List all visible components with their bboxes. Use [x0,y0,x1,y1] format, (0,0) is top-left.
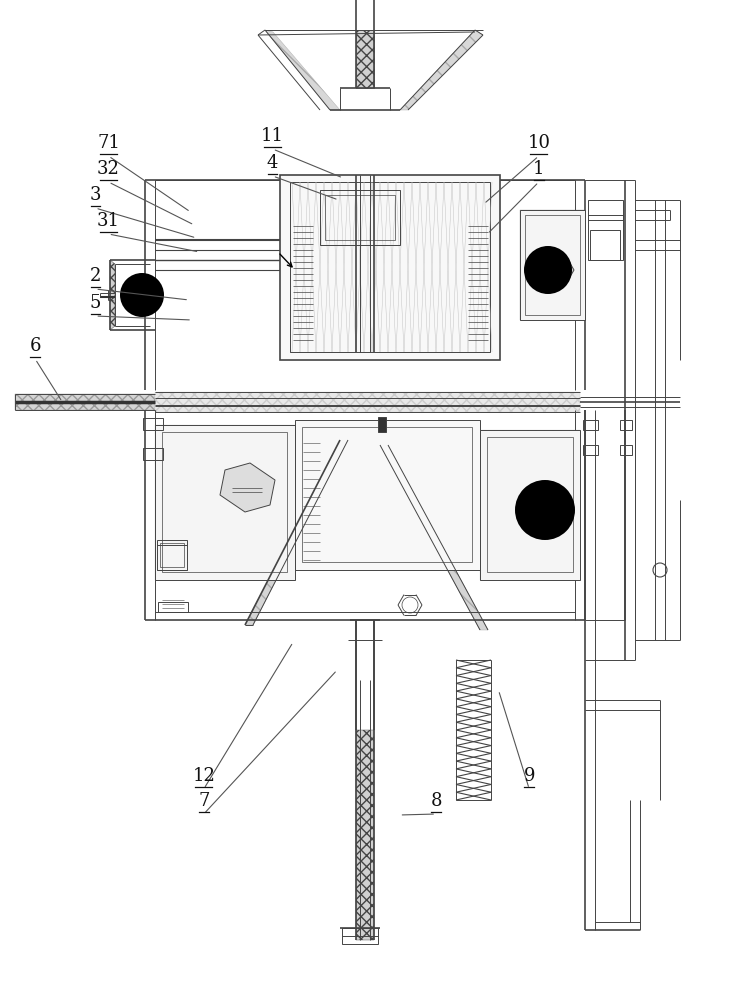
Text: 1: 1 [533,160,545,178]
Text: 11: 11 [261,127,284,145]
Bar [342,928,378,944]
Bar [302,427,472,562]
Polygon shape [245,440,348,625]
Bar [588,215,623,260]
Polygon shape [155,392,580,412]
Text: 2: 2 [89,267,101,285]
Bar [157,540,187,570]
Text: 8: 8 [430,792,442,810]
Polygon shape [155,425,295,580]
Bar [588,200,623,220]
Bar [620,420,632,430]
Text: 3: 3 [89,186,101,204]
Text: 31: 31 [97,212,120,230]
Text: 12: 12 [192,767,216,785]
Bar [620,445,632,455]
Polygon shape [356,730,374,940]
Bar [320,190,400,245]
Polygon shape [400,30,483,110]
Bar [480,430,580,580]
Polygon shape [110,260,115,330]
Bar [290,182,490,352]
Bar [487,437,573,572]
Polygon shape [480,430,580,580]
Bar [583,420,598,430]
Circle shape [120,273,164,317]
Polygon shape [520,210,585,320]
Bar [378,417,386,432]
Bar [155,425,295,580]
Polygon shape [220,463,275,512]
Text: 6: 6 [29,337,41,355]
Text: 7: 7 [198,792,210,810]
Polygon shape [380,445,488,630]
Bar [162,432,287,572]
Bar [525,215,580,315]
Polygon shape [265,30,340,110]
Bar [325,195,395,240]
Bar [520,210,585,320]
Circle shape [524,246,572,294]
Bar [583,445,598,455]
Text: 10: 10 [527,134,550,152]
Polygon shape [546,258,574,282]
Bar [158,602,188,612]
Text: 32: 32 [97,160,120,178]
Polygon shape [356,30,374,88]
Bar [295,420,480,570]
Text: 4: 4 [267,154,279,172]
Bar [160,543,184,567]
Polygon shape [15,394,155,410]
Bar [143,418,163,430]
Circle shape [515,480,575,540]
Polygon shape [320,190,400,245]
Bar [280,175,500,360]
Bar [590,230,620,260]
Text: 71: 71 [97,134,120,152]
Bar [143,448,163,460]
Text: 9: 9 [523,767,535,785]
Text: 5: 5 [89,294,101,312]
